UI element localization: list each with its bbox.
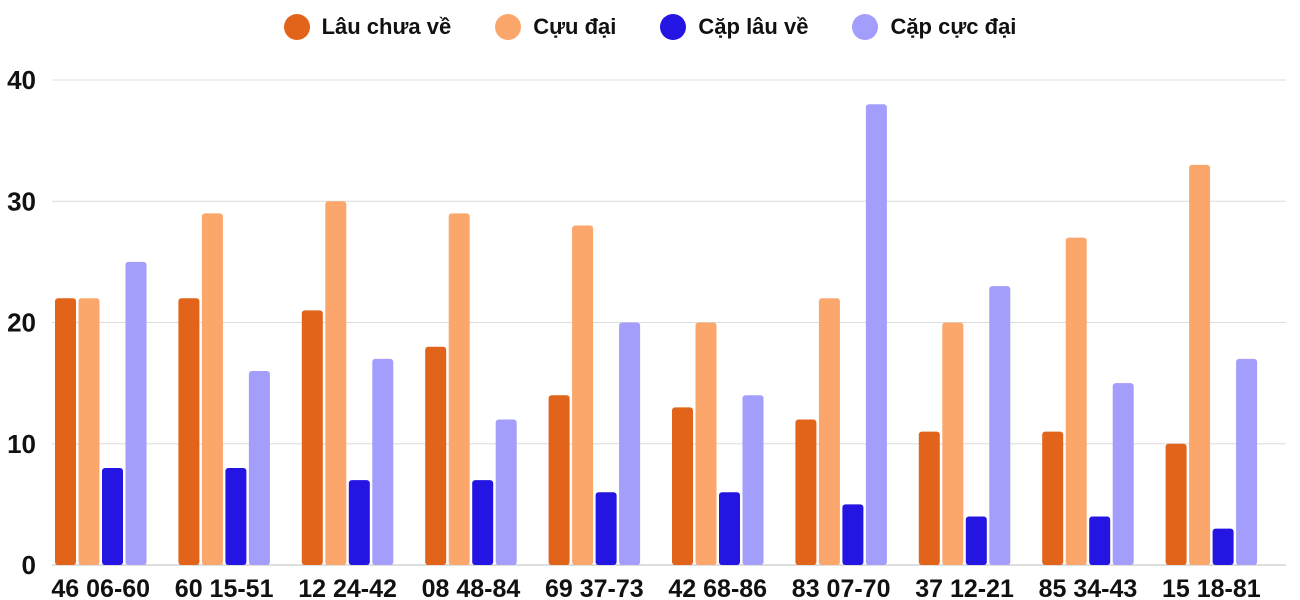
x-tick-label: 12 24-42	[298, 575, 397, 600]
legend-item-cuu-dai[interactable]: Cựu đại	[495, 14, 616, 40]
bar[interactable]	[325, 201, 347, 565]
x-tick-label: 83 07-70	[792, 575, 891, 600]
y-tick-label: 0	[22, 550, 36, 580]
x-tick-label: 15 18-81	[1162, 575, 1261, 600]
bar[interactable]	[301, 310, 323, 565]
bar[interactable]	[1112, 383, 1134, 565]
legend-swatch	[283, 14, 310, 40]
bar[interactable]	[1165, 443, 1187, 565]
bar[interactable]	[248, 371, 270, 565]
bar[interactable]	[1065, 237, 1087, 565]
bar[interactable]	[448, 213, 470, 565]
legend-item-cap-lau-ve[interactable]: Cặp lâu về	[660, 14, 808, 40]
bar[interactable]	[695, 322, 717, 566]
bar[interactable]	[795, 419, 817, 566]
bar[interactable]	[1042, 431, 1064, 565]
bar[interactable]	[619, 322, 641, 566]
bar[interactable]	[225, 468, 247, 565]
bar[interactable]	[818, 298, 840, 565]
x-tick-label: 08 48-84	[422, 575, 521, 600]
bar[interactable]	[1212, 528, 1234, 565]
bar[interactable]	[942, 322, 964, 566]
bar[interactable]	[1236, 358, 1258, 565]
y-tick-label: 10	[7, 429, 36, 459]
legend-label: Cặp cực đại	[890, 14, 1017, 39]
bar[interactable]	[55, 298, 76, 565]
bar[interactable]	[595, 492, 617, 565]
bar[interactable]	[989, 286, 1011, 565]
x-tick-label: 60 15-51	[175, 575, 274, 600]
bar[interactable]	[842, 504, 864, 565]
bar[interactable]	[918, 431, 940, 565]
legend-swatch	[660, 14, 687, 40]
bar[interactable]	[1189, 164, 1211, 565]
x-tick-label: 42 68-86	[668, 575, 767, 600]
x-tick-label: 46 06-60	[51, 575, 150, 600]
legend-item-cap-cuc-dai[interactable]: Cặp cực đại	[852, 14, 1016, 40]
y-tick-label: 40	[7, 65, 36, 95]
bar[interactable]	[348, 480, 370, 565]
bar[interactable]	[572, 225, 594, 566]
bar[interactable]	[965, 516, 987, 566]
y-tick-label: 20	[7, 308, 36, 338]
legend-swatch	[852, 14, 879, 40]
bar[interactable]	[472, 480, 494, 565]
bar[interactable]	[102, 468, 123, 565]
bar[interactable]	[865, 104, 887, 565]
bar[interactable]	[178, 298, 200, 565]
y-tick-label: 30	[7, 186, 36, 216]
legend-label: Cựu đại	[533, 14, 617, 39]
legend-label: Lâu chưa về	[321, 14, 452, 39]
bar[interactable]	[742, 395, 764, 565]
bar[interactable]	[78, 298, 100, 565]
x-tick-label: 85 34-43	[1039, 575, 1138, 600]
bar[interactable]	[201, 213, 223, 565]
legend-label: Cặp lâu về	[698, 14, 809, 39]
bar[interactable]	[672, 407, 693, 565]
x-tick-label: 37 12-21	[915, 575, 1014, 600]
bar[interactable]	[125, 261, 147, 565]
bar[interactable]	[719, 492, 740, 565]
bar[interactable]	[495, 419, 517, 566]
legend: Lâu chưa về Cựu đại Cặp lâu về Cặp cực đ…	[0, 14, 1300, 40]
legend-swatch	[495, 14, 522, 40]
bar[interactable]	[548, 395, 570, 565]
x-tick-label: 69 37-73	[545, 575, 644, 600]
bar[interactable]	[425, 346, 447, 565]
bar[interactable]	[372, 358, 394, 565]
legend-item-lau-chua-ve[interactable]: Lâu chưa về	[283, 14, 452, 40]
bar[interactable]	[1089, 516, 1111, 566]
